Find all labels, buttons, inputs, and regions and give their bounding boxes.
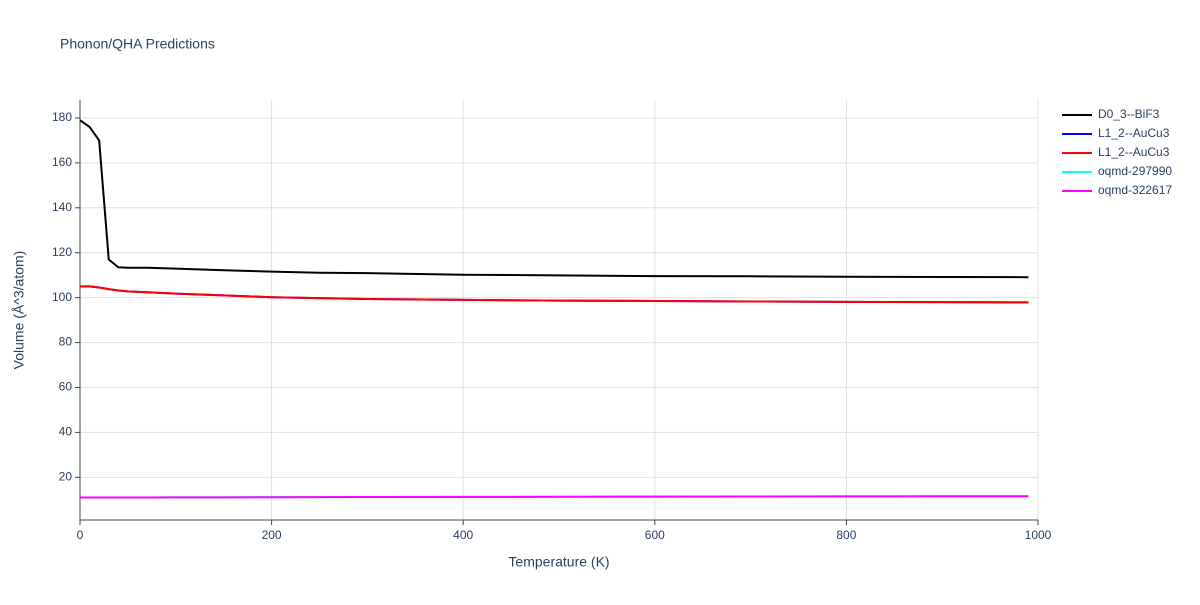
legend-label: oqmd-297990 bbox=[1098, 164, 1172, 178]
y-tick-label: 20 bbox=[59, 469, 73, 483]
y-axis-label: Volume (Å^3/atom) bbox=[11, 251, 27, 370]
legend-label: oqmd-322617 bbox=[1098, 183, 1172, 197]
chart-title: Phonon/QHA Predictions bbox=[60, 36, 215, 52]
legend-label: D0_3--BiF3 bbox=[1098, 107, 1160, 121]
x-tick-label: 200 bbox=[262, 528, 282, 542]
y-tick-label: 100 bbox=[52, 290, 72, 304]
y-tick-label: 40 bbox=[59, 425, 73, 439]
series-line bbox=[80, 285, 1029, 304]
series-line bbox=[79, 119, 1029, 279]
y-tick-label: 160 bbox=[52, 155, 72, 169]
x-axis-label: Temperature (K) bbox=[508, 554, 609, 570]
x-tick-label: 1000 bbox=[1025, 528, 1052, 542]
x-tick-label: 0 bbox=[77, 528, 84, 542]
y-tick-label: 80 bbox=[59, 335, 73, 349]
y-tick-label: 180 bbox=[52, 110, 72, 124]
y-tick-label: 60 bbox=[59, 380, 73, 394]
legend-label: L1_2--AuCu3 bbox=[1098, 126, 1170, 140]
series-line bbox=[80, 495, 1029, 499]
y-tick-label: 140 bbox=[52, 200, 72, 214]
y-tick-label: 120 bbox=[52, 245, 72, 259]
x-tick-label: 800 bbox=[836, 528, 856, 542]
x-tick-label: 600 bbox=[645, 528, 665, 542]
legend-label: L1_2--AuCu3 bbox=[1098, 145, 1170, 159]
x-tick-label: 400 bbox=[453, 528, 473, 542]
